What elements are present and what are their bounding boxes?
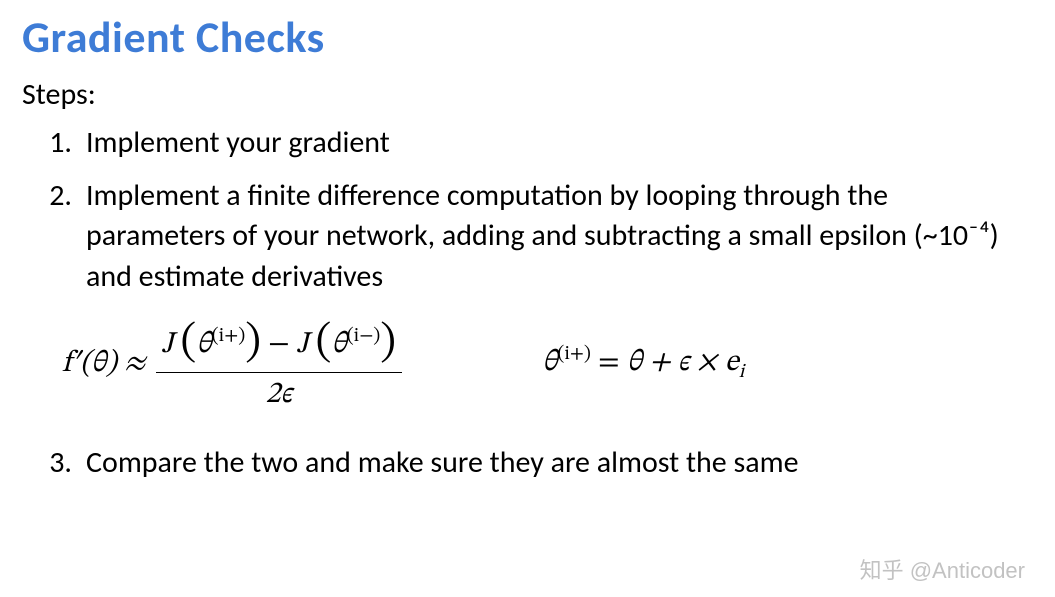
num-J2: J bbox=[297, 330, 316, 360]
formula-row: f′(θ) ≈ J (θ(i+)) − J (θ(i−)) 2ϵ θ(i+) =… bbox=[22, 315, 1033, 413]
fr-rhs: θ + ϵ × e bbox=[627, 348, 739, 378]
steps-list: Implement your gradient Implement a fini… bbox=[22, 123, 1033, 297]
paren-close-1: ) bbox=[245, 317, 261, 370]
step-item-2: Implement a finite difference computatio… bbox=[82, 176, 1033, 298]
num-theta1: θ bbox=[196, 330, 211, 360]
num-theta2: θ bbox=[331, 330, 346, 360]
num-sup1: (i+) bbox=[212, 326, 246, 346]
paren-open-2: ( bbox=[316, 317, 332, 370]
formula-left-numerator: J (θ(i+)) − J (θ(i−)) bbox=[156, 315, 402, 373]
formula-left-fraction: J (θ(i+)) − J (θ(i−)) 2ϵ bbox=[156, 315, 402, 413]
steps-label: Steps: bbox=[22, 76, 1033, 113]
watermark-text: 知乎 @Anticoder bbox=[860, 553, 1025, 585]
step-item-3: Compare the two and make sure they are a… bbox=[82, 443, 1033, 484]
fr-sub: i bbox=[739, 362, 745, 382]
num-J1: J bbox=[162, 330, 181, 360]
num-sup2: (i−) bbox=[347, 326, 381, 346]
steps-list-cont: Compare the two and make sure they are a… bbox=[22, 443, 1033, 484]
paren-open-1: ( bbox=[181, 317, 197, 370]
fr-sup: (i+) bbox=[557, 344, 591, 364]
slide-title: Gradient Checks bbox=[22, 10, 1033, 64]
formula-left-denominator: 2ϵ bbox=[156, 373, 402, 413]
paren-close-2: ) bbox=[380, 317, 396, 370]
formula-left: f′(θ) ≈ J (θ(i+)) − J (θ(i−)) 2ϵ bbox=[62, 315, 402, 413]
formula-left-lhs: f′(θ) ≈ bbox=[62, 345, 146, 383]
fr-theta: θ bbox=[542, 348, 557, 378]
num-minus: − bbox=[261, 330, 297, 360]
slide-root: Gradient Checks Steps: Implement your gr… bbox=[0, 0, 1055, 597]
step-item-1: Implement your gradient bbox=[82, 123, 1033, 164]
fr-eq: = bbox=[591, 348, 627, 378]
formula-right: θ(i+) = θ + ϵ × ei bbox=[542, 342, 744, 385]
